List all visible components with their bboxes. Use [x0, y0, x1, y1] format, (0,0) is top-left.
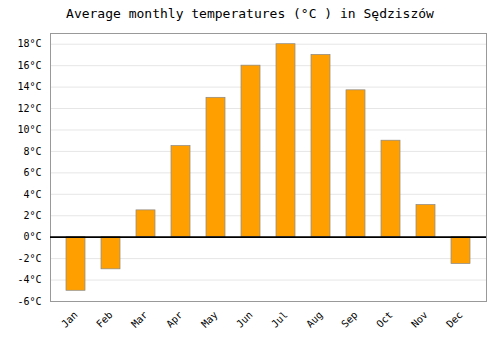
svg-text:-4°C: -4°C — [17, 274, 41, 285]
svg-text:14°C: 14°C — [17, 81, 41, 92]
svg-text:Mar: Mar — [129, 309, 150, 330]
svg-text:10°C: 10°C — [17, 124, 41, 135]
svg-text:Aug: Aug — [304, 309, 325, 330]
html-text:Average monthly temperatures (: Average monthly temperatures (°C ) in Sę… — [66, 6, 434, 21]
svg-text:Jul: Jul — [269, 309, 290, 330]
svg-text:2°C: 2°C — [23, 210, 41, 221]
svg-text:-6°C: -6°C — [17, 296, 41, 307]
svg-text:4°C: 4°C — [23, 189, 41, 200]
svg-text:Feb: Feb — [94, 309, 115, 330]
svg-text:16°C: 16°C — [17, 60, 41, 71]
svg-text:Sep: Sep — [339, 309, 360, 330]
svg-text:Dec: Dec — [444, 309, 465, 330]
svg-text:Jan: Jan — [59, 309, 80, 330]
svg-text:0°C: 0°C — [23, 231, 41, 242]
svg-text:18°C: 18°C — [17, 38, 41, 49]
svg-text:Apr: Apr — [164, 309, 185, 330]
svg-text:May: May — [199, 309, 220, 330]
svg-text:-2°C: -2°C — [17, 253, 41, 264]
svg-text:Oct: Oct — [374, 309, 395, 330]
svg-text:6°C: 6°C — [23, 167, 41, 178]
svg-text:Jun: Jun — [234, 309, 255, 330]
svg-text:12°C: 12°C — [17, 103, 41, 114]
svg-text:Nov: Nov — [409, 309, 430, 330]
svg-text:8°C: 8°C — [23, 146, 41, 157]
